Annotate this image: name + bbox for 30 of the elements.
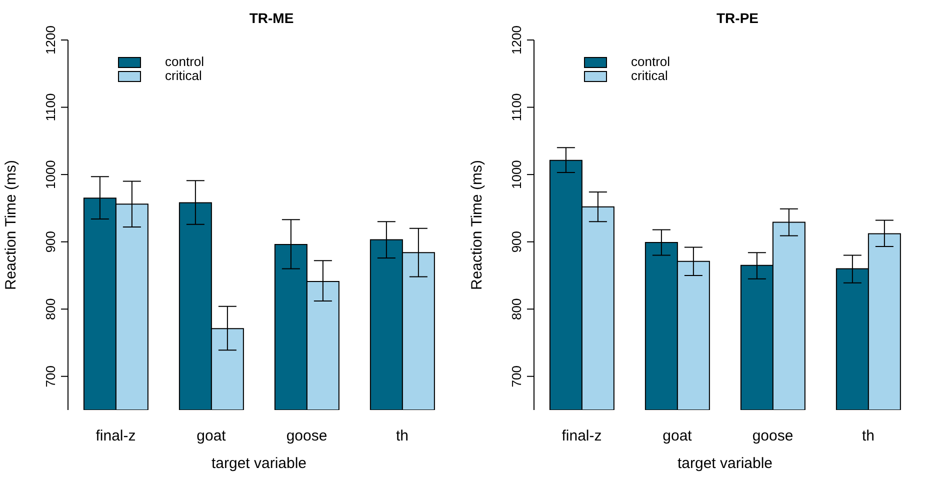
x-tick-label: goose bbox=[752, 428, 794, 445]
y-tick-label: 1200 bbox=[509, 26, 524, 54]
x-axis-title: target variable bbox=[211, 455, 307, 472]
y-axis-title: Reaction Time (ms) bbox=[468, 160, 486, 290]
y-tick-label: 700 bbox=[43, 366, 58, 388]
y-tick-label: 1200 bbox=[43, 26, 58, 54]
legend-label: critical bbox=[165, 68, 202, 83]
y-tick-label: 1000 bbox=[509, 160, 524, 190]
y-tick-label: 700 bbox=[509, 366, 524, 388]
x-tick-label: final-z bbox=[96, 428, 136, 445]
chart-title: TR-ME bbox=[248, 10, 295, 26]
y-tick-label: 800 bbox=[43, 298, 58, 320]
legend-label: control bbox=[631, 54, 670, 69]
chart-title: TR-PE bbox=[716, 10, 760, 26]
y-tick-label: 1100 bbox=[43, 93, 58, 122]
y-tick-label: 1100 bbox=[509, 93, 524, 122]
y-tick-label: 900 bbox=[43, 230, 58, 253]
legend-label: critical bbox=[631, 68, 668, 83]
y-tick-label: 800 bbox=[509, 298, 524, 320]
x-tick-label: th bbox=[396, 428, 409, 445]
legend-label: control bbox=[165, 54, 204, 69]
y-tick-label: 1000 bbox=[43, 160, 58, 190]
x-tick-label: goose bbox=[286, 428, 328, 445]
x-tick-label: final-z bbox=[562, 428, 602, 445]
y-axis-title: Reaction Time (ms) bbox=[2, 160, 20, 290]
x-tick-label: th bbox=[862, 428, 875, 445]
x-tick-label: goat bbox=[196, 428, 227, 445]
x-axis-title: target variable bbox=[677, 455, 773, 472]
x-tick-label: goat bbox=[662, 428, 693, 445]
y-tick-label: 900 bbox=[509, 230, 524, 253]
